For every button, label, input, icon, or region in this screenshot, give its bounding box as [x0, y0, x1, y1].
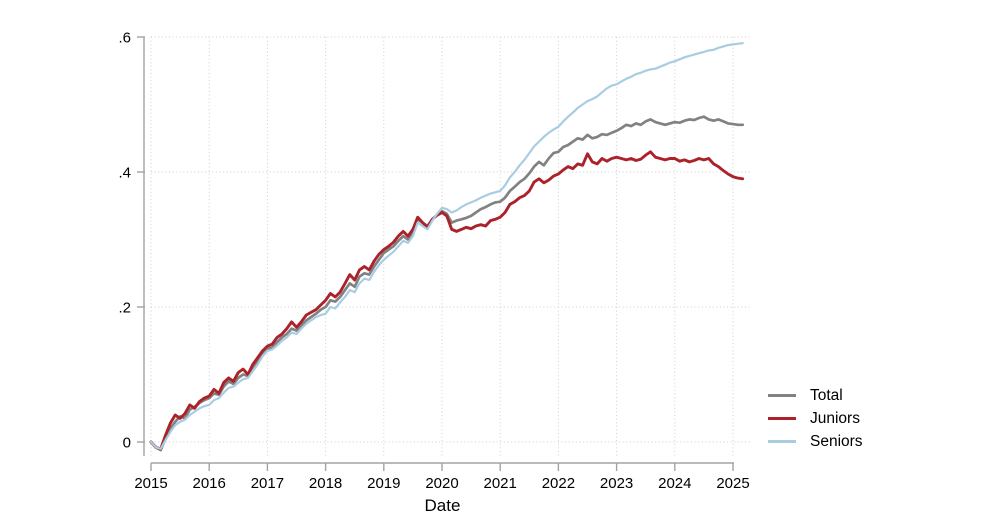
series-line-seniors: [149, 41, 744, 450]
x-tick-label: 2022: [542, 475, 575, 492]
x-tick-label: 2020: [425, 475, 458, 492]
legend-label-juniors: Juniors: [810, 409, 860, 427]
legend-item-juniors: Juniors: [768, 407, 863, 430]
y-tick-label: .6: [118, 30, 131, 47]
x-tick-label: 2017: [251, 475, 284, 492]
series-line-juniors: [149, 150, 745, 451]
x-tick-label: 2015: [134, 475, 167, 492]
series-line-total: [149, 115, 745, 452]
y-tick-label: .4: [118, 165, 131, 182]
juniors-line-swatch-icon: [768, 417, 796, 420]
legend-label-total: Total: [810, 386, 843, 404]
legend-item-seniors: Seniors: [768, 430, 863, 453]
y-tick-label: .2: [118, 300, 131, 317]
legend-item-total: Total: [768, 384, 863, 407]
x-tick-label: 2025: [716, 475, 749, 492]
total-line-swatch-icon: [768, 394, 796, 397]
seniors-line-swatch-icon: [768, 440, 796, 443]
legend: Total Juniors Seniors: [768, 384, 863, 453]
x-tick-label: 2023: [600, 475, 633, 492]
y-tick-label: 0: [123, 435, 131, 452]
legend-label-seniors: Seniors: [810, 432, 863, 450]
x-tick-label: 2024: [658, 475, 691, 492]
x-axis-title: Date: [424, 496, 461, 515]
x-tick-label: 2021: [484, 475, 517, 492]
x-tick-label: 2018: [309, 475, 342, 492]
x-tick-label: 2019: [367, 475, 400, 492]
x-tick-label: 2016: [193, 475, 226, 492]
